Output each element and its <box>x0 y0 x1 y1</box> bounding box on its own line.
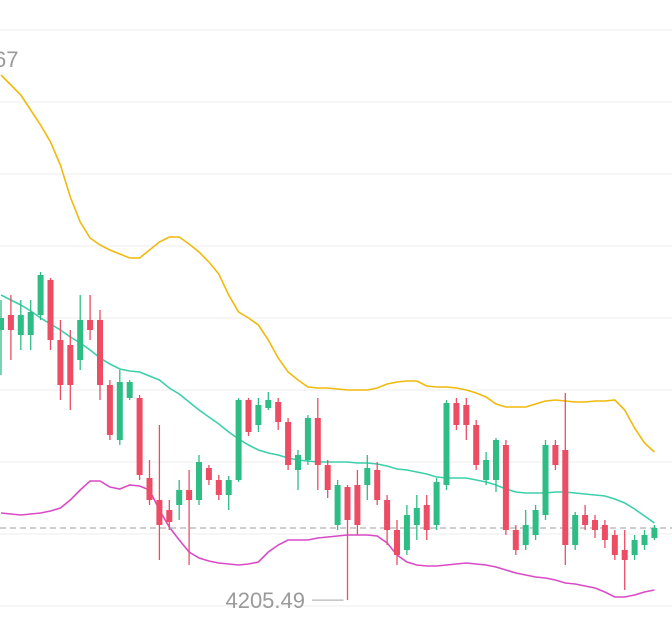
candle-body <box>235 400 242 480</box>
candle-body <box>562 450 569 545</box>
candle-body <box>592 520 598 530</box>
candle-body <box>651 528 658 538</box>
candle-body <box>374 470 381 500</box>
candle-body <box>136 398 143 475</box>
candle-body <box>116 382 123 440</box>
candle-body <box>156 500 163 525</box>
candle-body <box>512 530 519 550</box>
band-line <box>0 480 655 598</box>
candle-body <box>255 405 262 425</box>
candle-body <box>502 445 509 530</box>
candle-body <box>394 530 400 555</box>
candle-body <box>295 455 301 470</box>
candle-body <box>77 320 84 360</box>
candle-body <box>621 550 628 560</box>
candle-body <box>463 405 470 425</box>
candle-body <box>126 382 133 398</box>
candle-body <box>354 485 361 525</box>
candle-body <box>146 478 153 500</box>
candle-body <box>87 320 94 330</box>
candle-body <box>344 487 351 520</box>
candle-body <box>37 275 44 315</box>
candles <box>0 272 672 601</box>
candle-body <box>225 480 232 495</box>
candle-body <box>443 403 450 485</box>
candle-body <box>275 402 282 422</box>
band-line <box>0 74 655 453</box>
candle-body <box>611 535 618 555</box>
candle-body <box>384 500 391 530</box>
candle-body <box>106 385 113 435</box>
candle-body <box>631 540 638 555</box>
candle-body <box>186 490 193 500</box>
candle-body <box>304 418 311 460</box>
candle-body <box>27 312 34 335</box>
candle-body <box>423 505 430 530</box>
candle-body <box>572 515 579 545</box>
candle-body <box>601 525 608 540</box>
candle-body <box>403 515 410 550</box>
candle-body <box>413 508 420 525</box>
low-label: 4205.49 <box>225 588 305 613</box>
candle-body <box>641 535 648 545</box>
candle-body <box>483 460 490 480</box>
candle-body <box>205 468 212 480</box>
candle-body <box>532 510 539 535</box>
candle-body <box>552 445 559 465</box>
candle-body <box>453 403 460 425</box>
candle-body <box>0 318 4 330</box>
candle-body <box>176 490 183 505</box>
candle-body <box>582 515 589 525</box>
candle-body <box>285 422 292 465</box>
candle-body <box>493 440 499 480</box>
candle-body <box>215 480 222 495</box>
candle-body <box>67 345 74 385</box>
candle-body <box>97 320 103 385</box>
candle-body <box>196 462 202 500</box>
candle-body <box>364 468 371 485</box>
candle-body <box>47 280 54 340</box>
candle-body <box>245 400 252 432</box>
candle-body <box>265 400 272 408</box>
candle-body <box>7 315 14 330</box>
candle-body <box>166 510 173 522</box>
candle-body <box>17 315 24 335</box>
candle-body <box>57 340 64 385</box>
high-label: 67 <box>0 47 18 72</box>
candle-body <box>522 525 529 545</box>
candle-body <box>324 465 331 490</box>
candle-body <box>473 425 480 465</box>
candle-body <box>433 482 440 525</box>
candle-body <box>334 485 341 525</box>
candle-body <box>542 445 549 515</box>
candle-body <box>314 418 321 465</box>
